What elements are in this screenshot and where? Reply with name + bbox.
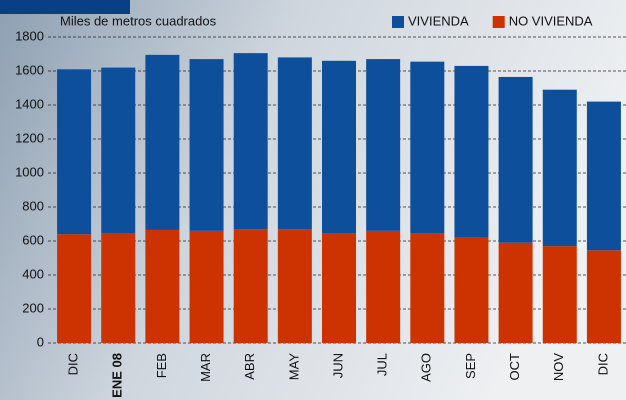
y-tick-label: 1600 [15, 62, 44, 77]
x-tick-label: FEB [154, 353, 169, 378]
bar-segment [410, 233, 445, 343]
x-tick-label: MAR [198, 353, 213, 382]
bar-segment [586, 101, 621, 251]
x-tick-label: NOV [551, 353, 566, 382]
legend-label: VIVIENDA [408, 13, 469, 28]
bar-segment [57, 69, 92, 235]
bar-segment [366, 59, 401, 231]
y-tick-label: 800 [22, 198, 44, 213]
bar-segment [586, 250, 621, 343]
bar-segment [233, 229, 268, 343]
y-tick-label: 1800 [15, 28, 44, 43]
x-tick-label: DIC [66, 353, 81, 375]
x-tick-label: OCT [507, 353, 522, 381]
header-tab [0, 0, 130, 14]
legend-label: NO VIVIENDA [509, 13, 593, 28]
bar-segment [542, 89, 577, 247]
legend-swatch [492, 16, 505, 28]
y-tick-label: 0 [37, 334, 44, 349]
bar-segment [322, 233, 356, 343]
bar-segment [366, 230, 401, 343]
bar-segment [101, 67, 136, 234]
y-tick-label: 1400 [15, 96, 44, 111]
x-tick-label: ABR [242, 353, 257, 380]
bar-segment [322, 60, 356, 234]
bar-segment [454, 237, 489, 343]
y-axis-label: Miles de metros cuadrados [60, 13, 217, 28]
bar-segment [542, 246, 577, 343]
x-tick-label: AGO [419, 353, 434, 382]
x-tick-label: JUL [375, 353, 390, 376]
y-tick-label: 1200 [15, 130, 44, 145]
bar-segment [101, 233, 136, 343]
bar-segment [189, 230, 224, 343]
x-tick-label: SEP [463, 353, 478, 379]
bar-segment [277, 229, 312, 343]
bar-segment [233, 53, 268, 230]
legend-swatch [392, 16, 404, 28]
y-tick-label: 1000 [15, 164, 44, 179]
x-tick-label: MAY [286, 353, 301, 381]
x-tick-label: JUN [330, 353, 345, 378]
x-tick-label: ENE 08 [110, 353, 125, 398]
y-tick-label: 600 [22, 232, 44, 247]
bar-segment [189, 59, 224, 231]
bar-segment [498, 242, 533, 343]
y-tick-label: 400 [22, 266, 44, 281]
y-tick-label: 200 [22, 300, 44, 315]
bar-segment [145, 54, 180, 230]
bar-segment [57, 234, 92, 343]
bar-segment [454, 65, 489, 238]
bar-segment [410, 61, 445, 234]
bar-segment [498, 76, 533, 243]
bar-segment [277, 57, 312, 230]
x-tick-label: DIC [595, 353, 610, 375]
bar-segment [145, 229, 180, 343]
